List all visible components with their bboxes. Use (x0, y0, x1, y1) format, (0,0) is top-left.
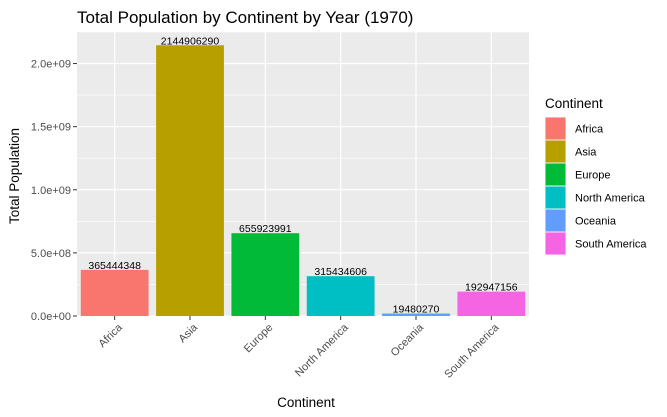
legend-label: Africa (575, 124, 604, 136)
legend-title: Continent (545, 96, 603, 111)
data-labels: 365444348 2144906290 655923991 315434606 194… (88, 35, 517, 315)
chart-title: Total Population by Continent by Year (1… (77, 8, 413, 27)
legend: Continent Africa Asia Europe North America O… (545, 96, 647, 255)
legend-label: North America (575, 193, 646, 205)
bar-north-america (306, 276, 375, 316)
legend-swatch (545, 140, 566, 163)
data-label: 19480270 (393, 304, 440, 316)
y-tick-label: 0.0e+00 (31, 311, 71, 323)
legend-label: Europe (575, 170, 610, 182)
bars (80, 45, 526, 316)
legend-label: South America (575, 239, 647, 251)
y-tick-label: 1.5e+09 (31, 122, 71, 134)
y-axis-title: Total Population (7, 128, 22, 224)
legend-label: Asia (575, 147, 597, 159)
bar-africa (80, 269, 149, 316)
bar-europe (231, 233, 300, 316)
legend-swatch (545, 209, 566, 232)
data-label: 655923991 (239, 223, 292, 235)
legend-label: Oceania (575, 216, 617, 228)
data-label: 365444348 (88, 260, 141, 272)
data-label: 315434606 (314, 266, 367, 278)
plot-panel (77, 32, 529, 316)
bar-oceania (382, 313, 450, 316)
x-axis-title: Continent (277, 395, 335, 410)
y-tick-label: 5.0e+08 (31, 248, 71, 260)
legend-swatch (545, 232, 566, 255)
data-label: 2144906290 (161, 35, 220, 47)
legend-swatch (545, 163, 566, 186)
bar-asia (156, 45, 224, 316)
minor-gridlines (77, 31, 529, 285)
legend-swatch (545, 117, 566, 140)
data-label: 192947156 (465, 282, 518, 294)
y-tick-label: 1.0e+09 (31, 185, 71, 197)
bar-south-america (457, 291, 526, 316)
legend-swatch (545, 186, 566, 209)
y-tick-label: 2.0e+09 (31, 59, 71, 71)
y-axis: 0.0e+00 5.0e+08 1.0e+09 1.5e+09 2.0e+09 (31, 59, 77, 323)
